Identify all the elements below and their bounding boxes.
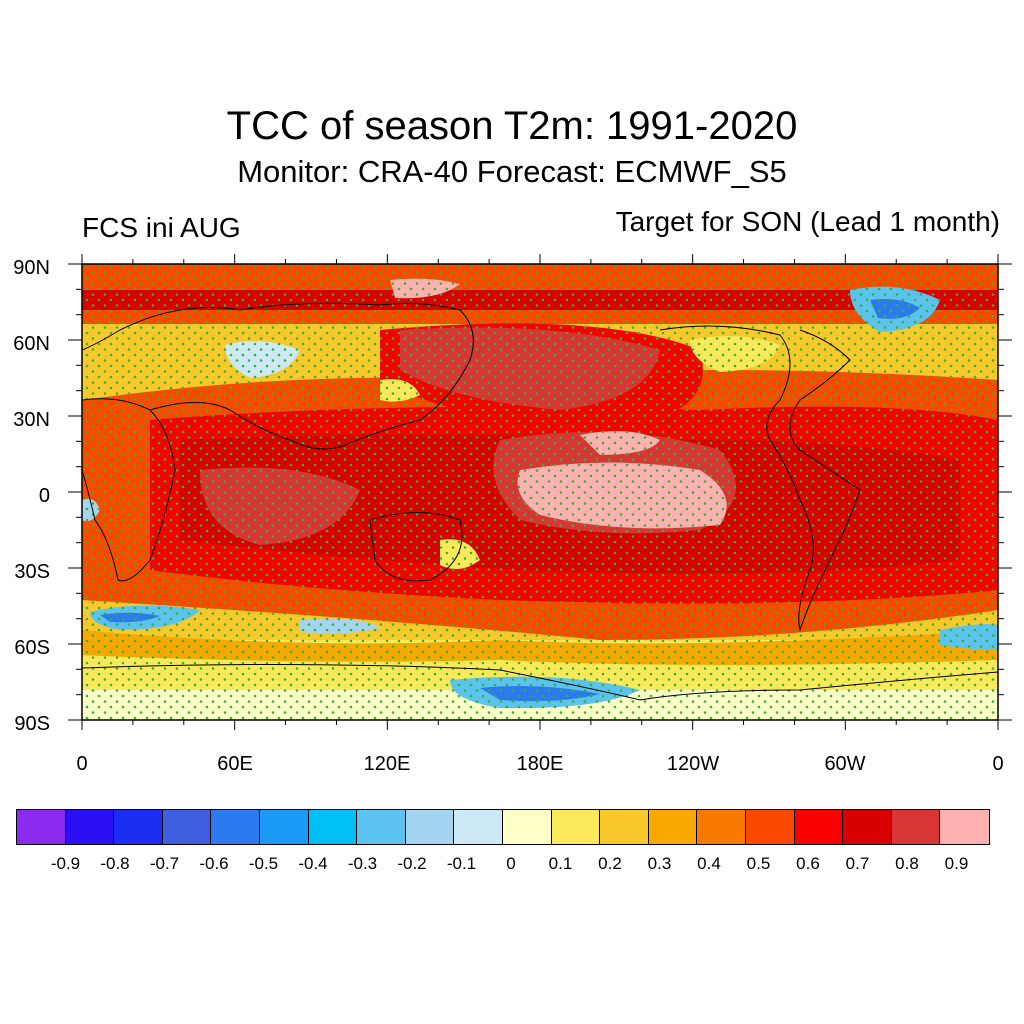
colorbar-swatch <box>551 810 601 844</box>
colorbar-swatch <box>65 810 115 844</box>
colorbar-label: 0.7 <box>845 854 870 873</box>
lat-label: 60N <box>13 333 50 355</box>
colorbar-swatch <box>843 810 892 844</box>
colorbar-label: 0 <box>506 854 516 873</box>
colorbar-swatch <box>308 810 358 844</box>
colorbar-label: -0.8 <box>100 854 130 873</box>
colorbar-swatch <box>162 810 212 844</box>
map-field <box>82 264 998 720</box>
colorbar-swatch <box>405 810 455 844</box>
colorbar-swatch <box>114 810 163 844</box>
colorbar-swatch <box>259 810 309 844</box>
lat-label: 30S <box>14 561 50 583</box>
lon-label: 120W <box>667 753 719 775</box>
chart-subtitle: Monitor: CRA-40 Forecast: ECMWF_S5 <box>237 154 787 189</box>
colorbar-label: 0.9 <box>944 854 969 873</box>
lat-label: 60S <box>14 637 50 659</box>
colorbar-swatch <box>648 810 698 844</box>
colorbar-swatch <box>211 810 260 844</box>
colorbar-swatch <box>600 810 649 844</box>
lon-label: 60W <box>824 753 865 775</box>
tcc-map: 90N 60N 30N 0 30S 60S 90S 0 60E 120E 180… <box>13 254 1012 775</box>
colorbar-swatch <box>745 810 795 844</box>
colorbar-swatch <box>697 810 746 844</box>
axis-ticks <box>68 254 1012 730</box>
colorbar-label: 0.3 <box>647 854 672 873</box>
colorbar-label: -0.9 <box>50 854 81 873</box>
lat-label: 0 <box>39 485 50 507</box>
colorbar-swatch <box>940 810 989 844</box>
colorbar-label: -0.4 <box>298 854 328 873</box>
lon-label: 0 <box>76 753 87 775</box>
colorbar-label: -0.6 <box>199 854 229 873</box>
colorbar-label: 0.8 <box>895 854 919 873</box>
coastlines <box>82 302 998 701</box>
chart-title: TCC of season T2m: 1991-2020 <box>226 104 798 148</box>
significance-stipple <box>82 264 998 720</box>
colorbar-label: 0.4 <box>697 854 721 873</box>
lon-label: 60E <box>217 753 253 775</box>
colorbar-swatch <box>17 810 66 844</box>
lon-label: 180E <box>517 753 564 775</box>
target-label: Target for SON (Lead 1 month) <box>615 206 1000 237</box>
initialization-label: FCS ini AUG <box>82 212 241 243</box>
colorbar-swatch <box>357 810 406 844</box>
colorbar-swatch <box>891 810 941 844</box>
colorbar-label: 0.5 <box>746 854 771 873</box>
colorbar <box>16 809 990 845</box>
lat-label: 90N <box>13 257 50 279</box>
colorbar-swatch <box>454 810 503 844</box>
colorbar-swatch <box>794 810 844 844</box>
lat-labels: 90N 60N 30N 0 30S 60S 90S <box>13 257 50 735</box>
lat-label: 90S <box>14 713 50 735</box>
lon-labels: 0 60E 120E 180E 120W 60W 0 <box>76 753 1003 775</box>
colorbar-label: -0.1 <box>446 854 477 873</box>
colorbar-label: -0.5 <box>248 854 279 873</box>
colorbar-label: 0.2 <box>598 854 622 873</box>
colorbar-label: -0.3 <box>347 854 378 873</box>
lat-label: 30N <box>13 409 50 431</box>
lon-label: 120E <box>364 753 411 775</box>
colorbar-label: 0.6 <box>796 854 820 873</box>
colorbar-label: -0.7 <box>149 854 180 873</box>
colorbar-label: -0.2 <box>397 854 427 873</box>
colorbar-label: 0.1 <box>548 854 573 873</box>
lon-label: 0 <box>992 753 1003 775</box>
colorbar-swatch <box>502 810 552 844</box>
